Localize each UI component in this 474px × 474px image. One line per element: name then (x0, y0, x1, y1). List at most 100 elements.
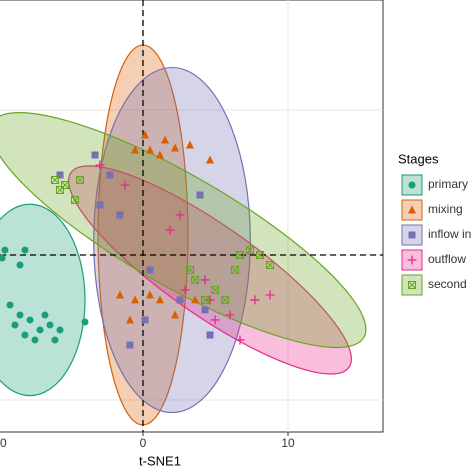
marker-shape (235, 335, 245, 345)
marker-shape (6, 301, 14, 309)
marker-shape (185, 265, 194, 274)
marker-shape (70, 196, 79, 205)
point (21, 331, 29, 339)
marker-shape (250, 295, 260, 305)
point (221, 295, 230, 304)
point (96, 201, 104, 209)
point (236, 250, 245, 259)
marker-shape (236, 250, 245, 259)
point (175, 210, 185, 220)
marker-shape (21, 246, 29, 254)
marker-shape (265, 290, 275, 300)
marker-shape (225, 310, 235, 320)
marker-shape (180, 285, 190, 295)
point (201, 306, 209, 314)
point (81, 318, 89, 326)
marker-shape (408, 205, 416, 214)
point (125, 315, 134, 324)
x-tick-label: -10 (0, 436, 7, 450)
point (21, 246, 29, 254)
marker-shape (408, 181, 416, 189)
point (180, 285, 190, 295)
marker-shape (205, 295, 215, 305)
point (126, 341, 134, 349)
marker-shape (246, 246, 255, 255)
marker-shape (56, 186, 65, 195)
point (206, 331, 214, 339)
confidence-ellipse (68, 165, 352, 375)
point (56, 171, 64, 179)
marker-shape (141, 316, 149, 324)
marker-shape (201, 306, 209, 314)
marker-shape (408, 281, 416, 289)
marker-shape (56, 171, 64, 179)
marker-shape (91, 151, 99, 159)
point (11, 321, 19, 329)
confidence-ellipse (93, 66, 251, 414)
marker-shape (126, 341, 134, 349)
x-axis-title: t-SNE1 (139, 453, 181, 468)
point (155, 295, 164, 304)
point (246, 246, 255, 255)
legend: primary mixing inflow in outflow second (401, 174, 471, 296)
point (46, 321, 54, 329)
point (408, 205, 416, 214)
marker-shape (1, 246, 9, 254)
point (50, 176, 59, 185)
point (76, 176, 85, 185)
point (116, 211, 124, 219)
marker-shape (120, 180, 130, 190)
point (185, 265, 194, 274)
marker-shape (141, 130, 150, 139)
marker-shape (211, 285, 220, 294)
point (211, 285, 220, 294)
marker-shape (185, 140, 194, 149)
marker-shape (36, 326, 44, 334)
point (161, 135, 170, 144)
marker-shape (191, 275, 200, 284)
point (6, 301, 14, 309)
marker-shape (210, 315, 220, 325)
marker-shape (407, 255, 417, 265)
point (171, 310, 180, 319)
x-tick-label: 0 (140, 436, 147, 450)
point (191, 275, 200, 284)
marker-shape (230, 265, 239, 274)
panel (0, 0, 384, 433)
marker-shape (56, 326, 64, 334)
point (95, 160, 105, 170)
legend-label: second (428, 277, 467, 291)
point (36, 326, 44, 334)
point (26, 316, 34, 324)
legend-title: Stages (398, 151, 439, 166)
confidence-ellipse (0, 112, 367, 349)
marker-shape (51, 336, 59, 344)
marker-shape (171, 310, 180, 319)
marker-shape (175, 210, 185, 220)
legend-label: inflow in (428, 227, 471, 241)
point (191, 295, 200, 304)
marker-shape (161, 135, 170, 144)
marker-shape (125, 315, 134, 324)
marker-shape (50, 176, 59, 185)
point (205, 155, 214, 164)
marker-shape (41, 311, 49, 319)
point (171, 143, 180, 152)
legend-label: primary (428, 177, 468, 191)
point (31, 336, 39, 344)
point (56, 186, 65, 195)
point (115, 290, 124, 299)
point (210, 315, 220, 325)
marker-shape (200, 275, 210, 285)
x-tick-label: 10 (281, 436, 295, 450)
marker-shape (191, 295, 200, 304)
marker-shape (145, 145, 154, 154)
point (120, 180, 130, 190)
marker-shape (106, 171, 114, 179)
point (256, 250, 265, 259)
legend-label: outflow (428, 252, 466, 266)
point (205, 295, 215, 305)
point (56, 326, 64, 334)
marker-shape (206, 331, 214, 339)
